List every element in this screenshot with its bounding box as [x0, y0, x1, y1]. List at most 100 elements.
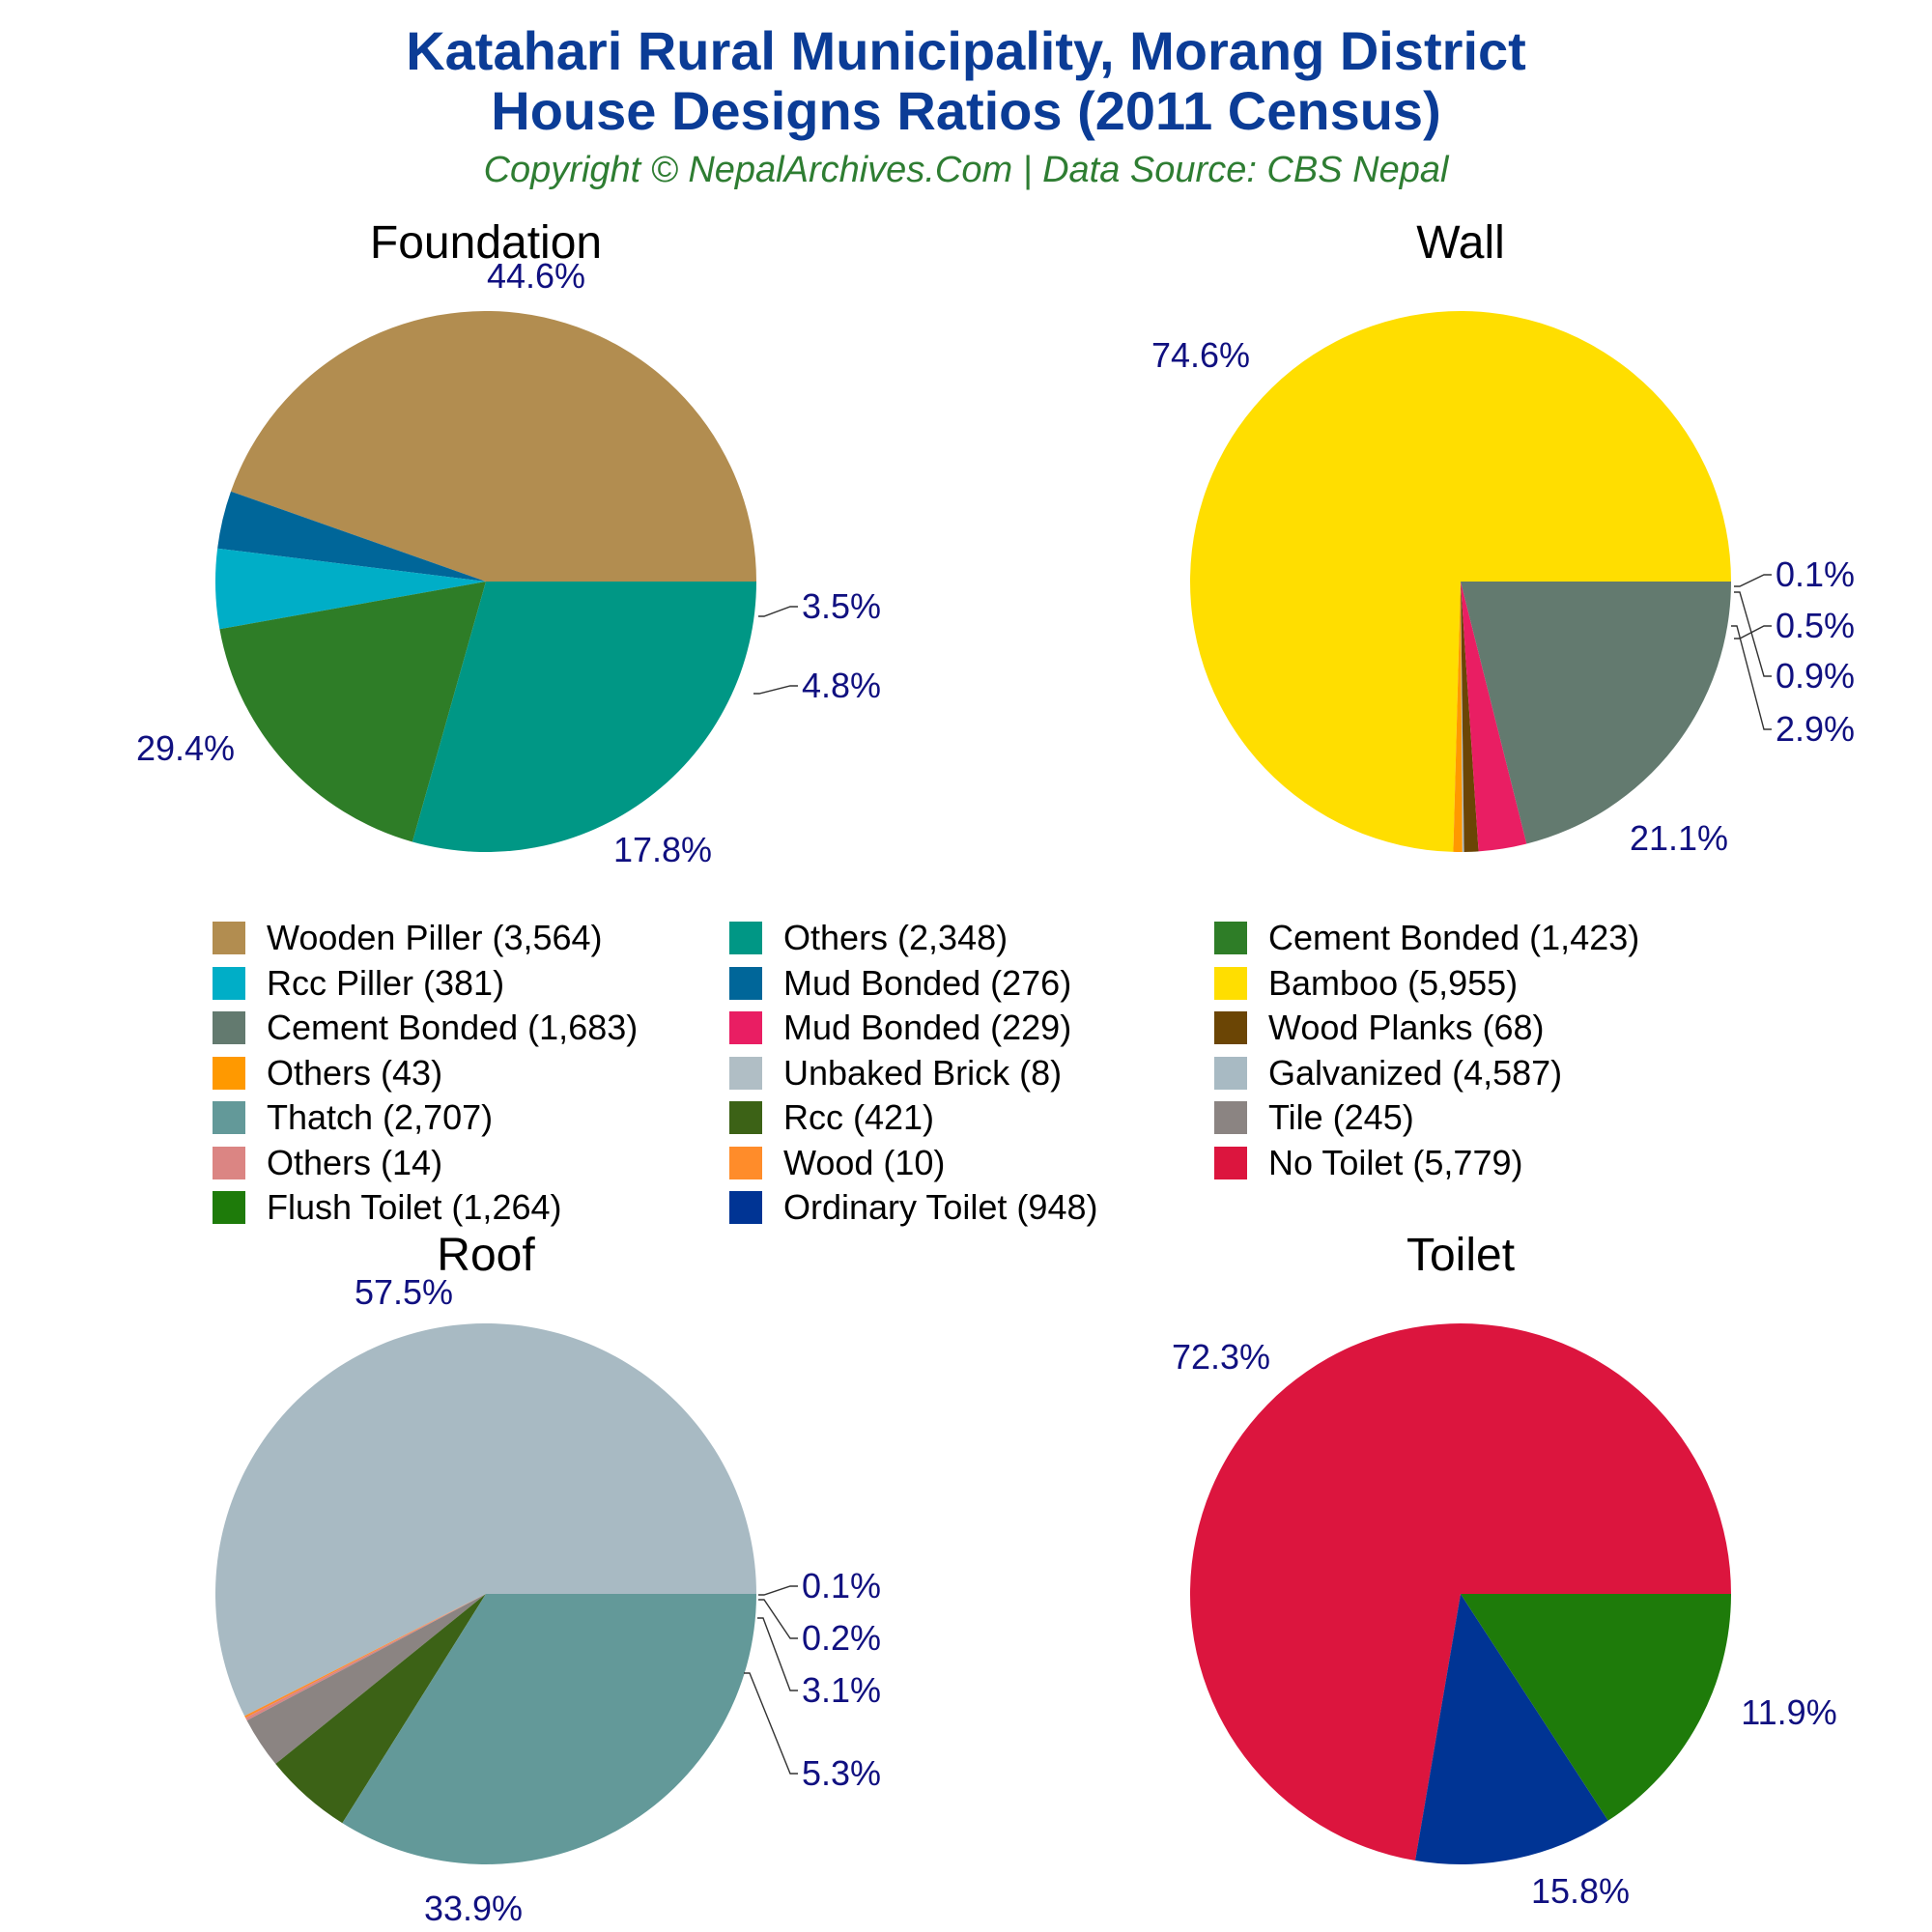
pie-slice-foundation-cement-bonded	[219, 582, 486, 842]
pct-label-roof-wood: 0.1%	[802, 1566, 881, 1605]
legend-label: Wood Planks (68)	[1268, 1008, 1545, 1047]
legend-swatch	[729, 1146, 762, 1179]
legend-swatch	[729, 966, 762, 1000]
pct-label-toilet-flush-toilet: 15.8%	[1531, 1871, 1630, 1911]
pct-label-foundation-cement-bonded: 17.8%	[613, 830, 712, 869]
pie-slice-wall-bamboo	[1189, 311, 1731, 852]
legend-swatch	[729, 1011, 762, 1044]
pie-slice-roof-tile	[246, 1594, 486, 1765]
legend-item: Wooden Piller (3,564)	[213, 916, 603, 960]
legend-label: Mud Bonded (229)	[783, 1008, 1072, 1047]
legend-item: Mud Bonded (276)	[729, 961, 1071, 1006]
pie-slice-wall-others	[1453, 582, 1463, 852]
pie-title-toilet: Toilet	[1406, 1230, 1515, 1281]
legend-label: Others (2,348)	[783, 918, 1009, 957]
legend-swatch	[1214, 922, 1247, 954]
pie-slice-wall-wood-planks	[1461, 582, 1479, 852]
legend-item: Others (14)	[213, 1141, 442, 1185]
legend-label: Galvanized (4,587)	[1268, 1052, 1563, 1093]
legend-swatch	[729, 1191, 762, 1224]
pie-slice-toilet-flush-toilet	[1461, 1594, 1731, 1821]
chart-legend: Wooden Piller (3,564) Others (2,348) Cemen…	[213, 916, 1719, 1227]
pct-label-wall-mud-bonded: 2.9%	[1776, 709, 1855, 749]
pct-label-roof-rcc: 5.3%	[802, 1753, 881, 1793]
pct-label-roof-galvanized: 57.5%	[355, 1272, 453, 1312]
pct-label-wall-unbaked-brick: 0.1%	[1776, 554, 1855, 594]
legend-label: No Toilet (5,779)	[1268, 1142, 1523, 1182]
pct-label-roof-others: 0.2%	[802, 1618, 881, 1658]
pct-label-wall-wood-planks: 0.9%	[1776, 656, 1855, 696]
legend-item: Mud Bonded (229)	[729, 1006, 1071, 1050]
chart-title-line-1: Katahari Rural Municipality, Morang Dist…	[406, 20, 1526, 81]
pie-slice-foundation-mud-bonded	[217, 491, 486, 582]
legend-label: Tile (245)	[1268, 1097, 1414, 1137]
pie-slice-toilet-ordinary-toilet	[1415, 1594, 1608, 1865]
legend-swatch	[729, 922, 762, 954]
legend-swatch	[213, 966, 245, 1000]
pct-label-wall-others: 0.5%	[1776, 606, 1855, 645]
chart-title-line-2: House Designs Ratios (2011 Census)	[491, 80, 1441, 141]
leader-line-foundation-mud-bonded	[758, 606, 798, 617]
pie-title-foundation: Foundation	[370, 217, 602, 269]
leader-line-foundation-rcc-piller	[753, 685, 798, 695]
leader-line-roof-others	[758, 1599, 798, 1639]
pie-slice-foundation-wooden-piller	[230, 310, 757, 582]
legend-label: Ordinary Toilet (948)	[783, 1187, 1098, 1227]
legend-item: Ordinary Toilet (948)	[729, 1185, 1097, 1230]
leader-line-wall-wood-planks	[1734, 591, 1772, 677]
legend-item: Rcc Piller (381)	[213, 961, 504, 1006]
legend-label: Bamboo (5,955)	[1268, 962, 1519, 1003]
legend-swatch	[1214, 1011, 1247, 1044]
leader-line-roof-wood	[758, 1585, 798, 1596]
legend-swatch	[213, 1011, 245, 1044]
leader-line-wall-mud-bonded	[1731, 625, 1772, 730]
pie-slice-roof-galvanized	[215, 1322, 757, 1717]
legend-swatch	[213, 1146, 245, 1179]
pie-slice-roof-thatch	[342, 1594, 756, 1864]
legend-label: Flush Toilet (1,264)	[267, 1187, 562, 1227]
legend-label: Rcc Piller (381)	[267, 962, 505, 1003]
chart-subtitle: Copyright © NepalArchives.Com | Data Sou…	[483, 150, 1449, 190]
pct-label-wall-bamboo: 74.6%	[1151, 335, 1250, 375]
legend-label: Others (43)	[267, 1052, 443, 1093]
legend-label: Thatch (2,707)	[267, 1097, 494, 1137]
leader-line-wall-unbaked-brick	[1734, 574, 1772, 587]
pct-label-roof-tile: 3.1%	[802, 1670, 881, 1710]
leader-line-roof-tile	[757, 1617, 798, 1691]
legend-item: Galvanized (4,587)	[1214, 1051, 1562, 1095]
pct-label-foundation-rcc-piller: 4.8%	[802, 666, 881, 705]
legend-swatch	[213, 1101, 245, 1134]
legend-label: Unbaked Brick (8)	[783, 1052, 1063, 1093]
legend-item: Thatch (2,707)	[213, 1095, 493, 1140]
legend-label: Cement Bonded (1,423)	[1268, 918, 1640, 957]
pie-chart-wall: Wall 74.6% 0.5% 0.1% 0.9% 2.9% 21.1%	[1151, 217, 1855, 858]
pie-slice-toilet-no-toilet	[1190, 1323, 1731, 1861]
legend-swatch	[1214, 1056, 1247, 1090]
legend-swatch	[213, 1056, 245, 1090]
pie-slice-wall-unbaked-brick	[1461, 582, 1464, 852]
pct-label-roof-thatch: 33.9%	[424, 1889, 523, 1928]
legend-item: Others (43)	[213, 1051, 442, 1095]
legend-label: Cement Bonded (1,683)	[267, 1008, 639, 1047]
legend-label: Wooden Piller (3,564)	[267, 918, 603, 957]
legend-item: Wood Planks (68)	[1214, 1006, 1544, 1050]
pie-title-roof: Roof	[437, 1230, 535, 1281]
legend-label: Rcc (421)	[783, 1097, 935, 1137]
pie-slice-wall-mud-bonded	[1461, 582, 1527, 852]
legend-swatch	[729, 1056, 762, 1090]
pie-slice-wall-cement-bonded	[1461, 582, 1731, 844]
legend-swatch	[729, 1101, 762, 1134]
legend-swatch	[1214, 1101, 1247, 1134]
pct-label-foundation-others: 29.4%	[136, 728, 235, 768]
legend-item: Cement Bonded (1,683)	[213, 1006, 638, 1050]
legend-item: Unbaked Brick (8)	[729, 1051, 1062, 1095]
pct-label-wall-cement-bonded: 21.1%	[1630, 818, 1728, 858]
pct-label-foundation-wooden-piller: 44.6%	[487, 256, 585, 296]
pct-label-foundation-mud-bonded: 3.5%	[802, 586, 881, 626]
legend-label: Mud Bonded (276)	[783, 962, 1072, 1003]
legend-swatch	[213, 1191, 245, 1224]
pie-slice-roof-wood	[244, 1594, 486, 1719]
